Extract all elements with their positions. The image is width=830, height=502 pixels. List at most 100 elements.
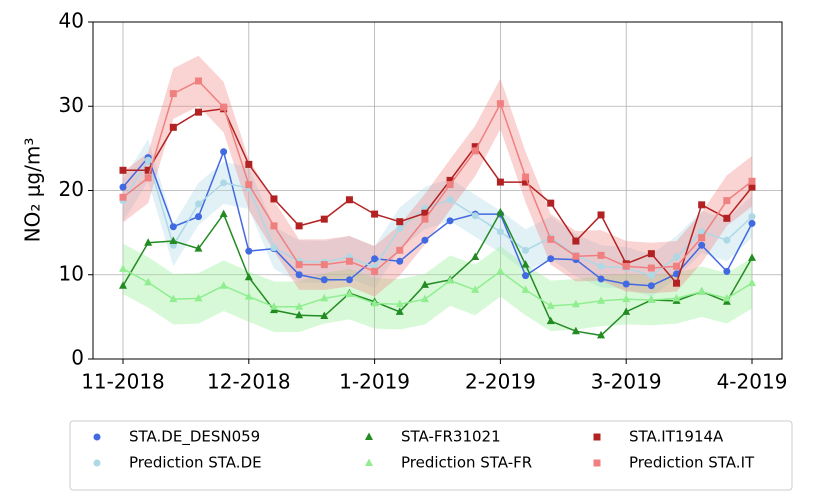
- data-point: [597, 275, 605, 283]
- data-point: [546, 316, 555, 325]
- x-tick-label: 1-2019: [339, 370, 410, 394]
- uncertainty-band: [123, 139, 752, 297]
- data-point: [345, 276, 353, 284]
- data-point: [496, 228, 504, 236]
- data-point: [169, 123, 177, 131]
- data-point: [269, 302, 278, 310]
- series-line: [122, 158, 753, 277]
- data-point: [169, 90, 177, 98]
- data-point: [371, 210, 379, 218]
- data-point: [320, 215, 328, 223]
- data-point: [698, 201, 706, 209]
- x-tick-label: 2-2019: [465, 370, 536, 394]
- series-line: [122, 268, 753, 308]
- y-axis-label: NO₂ μg/m³: [21, 138, 45, 243]
- data-point: [723, 236, 731, 244]
- legend-label: Prediction STA.IT: [629, 454, 755, 472]
- y-tick-label: 0: [71, 346, 84, 370]
- series-line: [122, 80, 753, 273]
- data-point: [446, 176, 454, 184]
- data-point: [723, 197, 731, 205]
- data-point: [244, 292, 253, 300]
- data-point: [420, 280, 429, 288]
- data-point: [220, 179, 228, 187]
- data-point: [647, 295, 656, 304]
- legend-item: Prediction STA-FR: [365, 454, 532, 472]
- data-point: [647, 282, 655, 290]
- series-line: [122, 210, 753, 337]
- data-point: [219, 281, 228, 289]
- data-point: [396, 218, 404, 226]
- data-point: [698, 241, 706, 249]
- data-point: [320, 261, 328, 269]
- series-line: [122, 149, 753, 287]
- data-point: [748, 219, 756, 227]
- data-point: [396, 224, 404, 232]
- data-point: [471, 143, 479, 151]
- data-point: [471, 285, 480, 293]
- data-point: [571, 326, 580, 335]
- data-point: [295, 271, 303, 279]
- legend-marker: [93, 433, 101, 441]
- data-point: [421, 215, 429, 223]
- data-point: [194, 200, 202, 208]
- uncertainty-band: [123, 243, 752, 333]
- data-point: [597, 211, 605, 219]
- data-point: [320, 311, 329, 320]
- x-tick-label: 3-2019: [591, 370, 662, 394]
- data-point: [345, 196, 353, 204]
- legend-label: Prediction STA.DE: [129, 454, 262, 472]
- x-tick-label: 4-2019: [717, 370, 788, 394]
- x-tick-label: 11-2018: [81, 370, 165, 394]
- legend-item: Prediction STA.IT: [593, 454, 755, 472]
- data-point: [597, 296, 606, 304]
- data-point: [622, 294, 631, 303]
- data-point: [421, 209, 429, 217]
- legend-marker: [365, 432, 373, 440]
- data-point: [420, 294, 429, 303]
- legend-label: STA-FR31021: [401, 428, 501, 446]
- data-point: [547, 255, 555, 263]
- data-point: [295, 310, 304, 319]
- y-tick-label: 20: [59, 177, 84, 201]
- data-point: [395, 307, 404, 315]
- data-point: [119, 183, 127, 191]
- y-tick-label: 30: [59, 93, 84, 117]
- data-point: [673, 253, 681, 261]
- data-point: [597, 251, 605, 259]
- data-point: [496, 178, 504, 186]
- data-point: [320, 293, 329, 302]
- data-point: [119, 193, 127, 201]
- data-point: [597, 330, 606, 339]
- legend-item: STA-FR31021: [365, 428, 501, 446]
- x-tick-label: 12-2018: [207, 370, 291, 394]
- data-point: [169, 223, 177, 231]
- data-point: [672, 293, 681, 302]
- data-point: [723, 214, 731, 222]
- data-point: [169, 294, 178, 303]
- data-point: [446, 196, 454, 204]
- data-point: [748, 177, 756, 185]
- data-point: [219, 209, 228, 218]
- data-point: [194, 293, 203, 302]
- data-point: [295, 261, 303, 269]
- data-point: [371, 255, 379, 263]
- data-point: [698, 228, 706, 236]
- data-point: [370, 298, 379, 307]
- legend-label: STA.IT1914A: [629, 428, 724, 446]
- legend-marker: [593, 459, 601, 467]
- data-point: [396, 246, 404, 254]
- data-point: [245, 247, 253, 255]
- data-point: [748, 253, 756, 261]
- legend-item: Prediction STA.DE: [93, 454, 262, 472]
- data-point: [220, 148, 228, 156]
- data-point: [446, 217, 454, 225]
- data-point: [220, 103, 228, 111]
- data-point: [194, 213, 202, 221]
- data-point: [295, 302, 304, 310]
- legend-label: STA.DE_DESN059: [129, 428, 260, 447]
- data-point: [622, 262, 630, 270]
- data-point: [421, 236, 429, 244]
- data-point: [396, 257, 404, 265]
